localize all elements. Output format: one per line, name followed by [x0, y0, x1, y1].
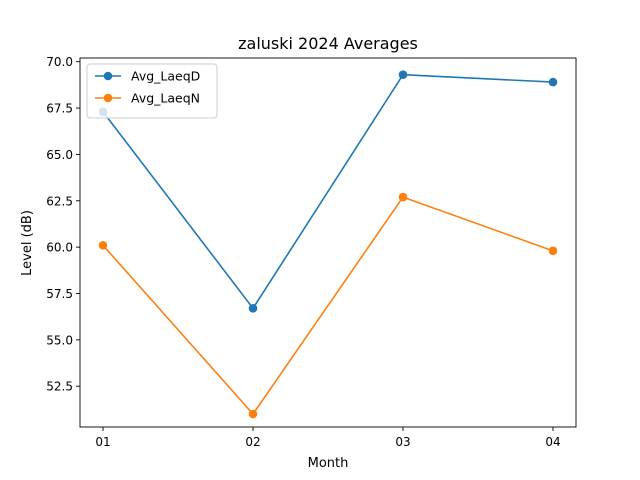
x-tick-label: 04	[545, 435, 560, 449]
y-axis-label: Level (dB)	[20, 210, 35, 276]
legend-label-1: Avg_LaeqD	[131, 69, 200, 84]
x-tick-label: 01	[95, 435, 110, 449]
plot-frame	[79, 57, 577, 428]
x-tick-label: 02	[245, 435, 260, 449]
y-tick-label: 55.0	[46, 333, 73, 347]
series-line-2	[102, 196, 554, 415]
series-1-point-02	[248, 304, 258, 313]
series-2-point-04	[548, 246, 558, 256]
legend-label-2: Avg_LaeqN	[131, 91, 200, 106]
series-2-point-02	[248, 409, 258, 419]
y-tick-label: 67.5	[46, 102, 73, 116]
legend-marker-1	[103, 71, 113, 81]
legend-box	[86, 63, 218, 119]
y-tick-label: 65.0	[46, 148, 73, 162]
y-tick-label: 60.0	[46, 241, 73, 255]
y-tick-label: 70.0	[46, 55, 73, 69]
series-2-point-01	[98, 240, 108, 250]
series-line-1	[102, 73, 554, 310]
y-tick-label: 62.5	[46, 194, 73, 208]
y-tick-label: 57.5	[46, 287, 73, 301]
series-1-point-04	[548, 77, 558, 87]
x-tick-label: 03	[395, 435, 410, 449]
legend-marker-2	[103, 93, 113, 103]
series-1-point-03	[398, 70, 408, 79]
chart-title: zaluski 2024 Averages	[238, 34, 418, 53]
series-2-point-03	[398, 192, 408, 202]
plot-area: 01 02 03 04 52.5 55.0 57.5 60.0 62.5 65.0 67.5 70.0…	[46, 55, 577, 449]
y-tick-label: 52.5	[46, 380, 73, 394]
x-axis-label: Month	[308, 456, 349, 471]
